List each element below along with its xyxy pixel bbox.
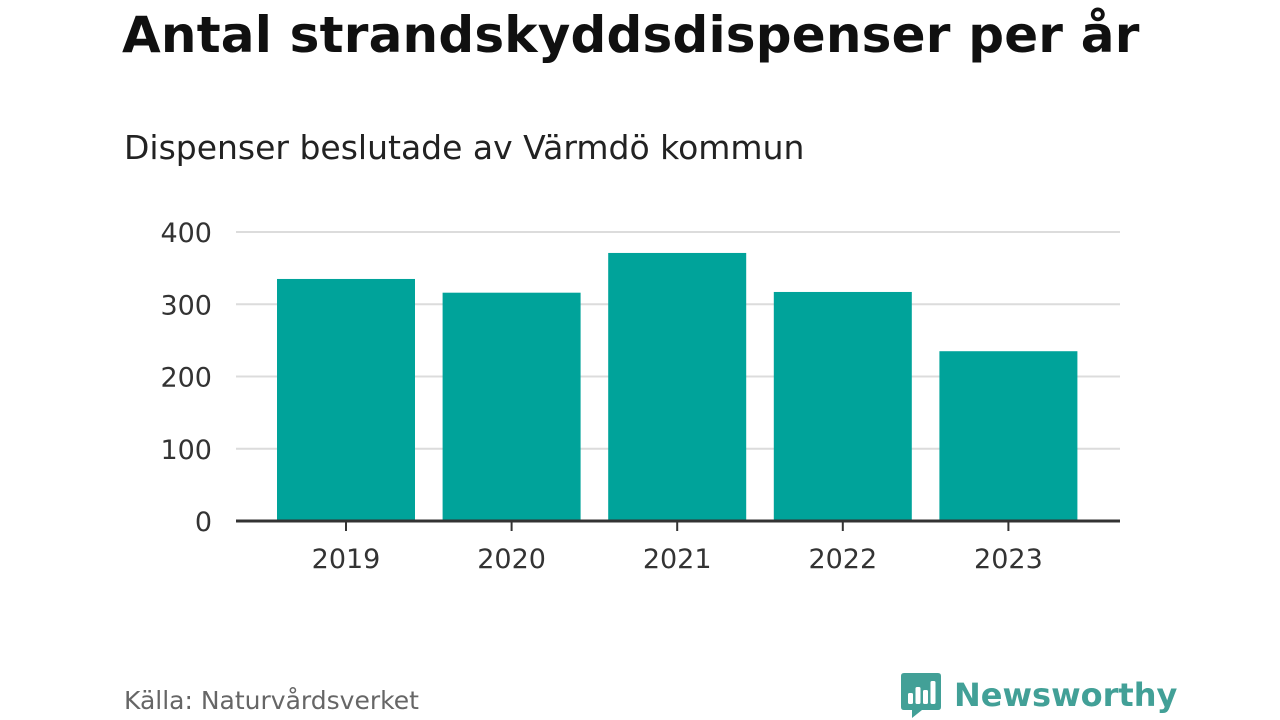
y-tick-label: 0 (195, 507, 212, 538)
x-tick-label: 2021 (643, 544, 712, 575)
bar-2019 (277, 278, 415, 521)
y-tick-label: 100 (160, 435, 212, 466)
y-tick-label: 400 (160, 218, 212, 249)
chart-title: Antal strandskyddsdispenser per år (122, 6, 1140, 64)
bar-2023 (939, 351, 1078, 521)
y-axis-ticks: 0 100 200 300 400 (160, 218, 212, 538)
x-tick-label: 2023 (974, 544, 1043, 575)
y-tick-label: 200 (160, 363, 212, 394)
source-note: Källa: Naturvårdsverket (124, 686, 419, 715)
x-tick-label: 2020 (477, 544, 546, 575)
bars (277, 252, 1078, 521)
y-tick-label: 300 (160, 290, 212, 321)
x-tick-label: 2022 (808, 544, 877, 575)
bar-2022 (773, 291, 912, 521)
bar-2021 (608, 252, 747, 521)
brand: Newsworthy (900, 670, 1177, 720)
chart-subtitle: Dispenser beslutade av Värmdö kommun (124, 128, 805, 167)
x-tick-label: 2019 (312, 544, 381, 575)
x-axis-ticks: 2019 2020 2021 2022 2023 (312, 521, 1043, 575)
brand-name: Newsworthy (954, 676, 1178, 714)
newsworthy-logo-icon (901, 673, 941, 718)
bar-2020 (442, 292, 581, 521)
